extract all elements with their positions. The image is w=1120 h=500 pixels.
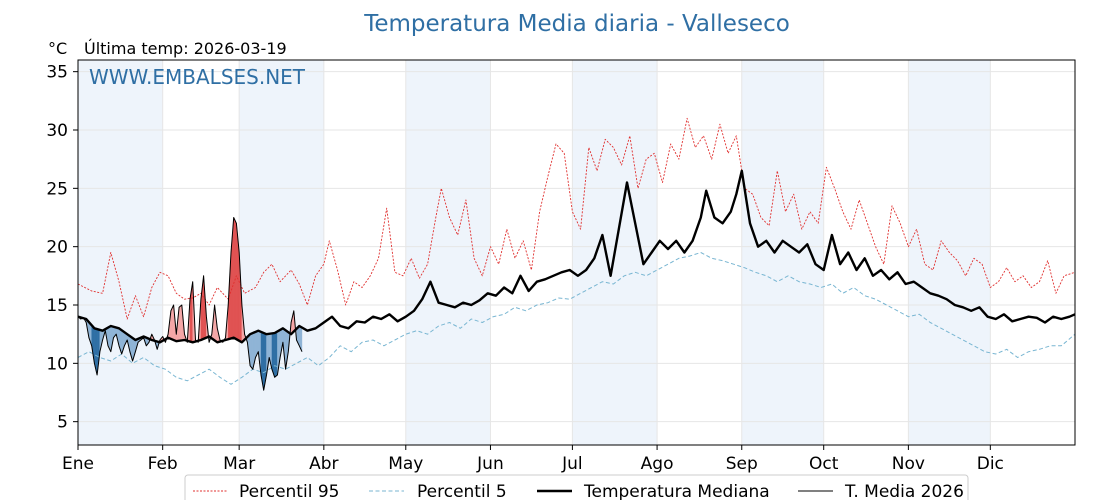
month-band-mar <box>239 60 324 445</box>
x-tick-label-ago: Ago <box>641 454 674 474</box>
x-tick-label-abr: Abr <box>309 454 338 474</box>
month-band-ene <box>78 60 163 445</box>
y-tick-label-25: 25 <box>46 179 68 199</box>
legend-label-p5: Percentil 5 <box>417 482 507 500</box>
plot-frame <box>77 59 1076 446</box>
month-band-may <box>405 60 491 445</box>
y-axis-ticks: 5 10 15 20 25 30 35 <box>46 63 78 433</box>
series-line-p5 <box>77 252 1076 385</box>
last-reading-label: Última temp: 2026-03-19 <box>84 39 287 58</box>
chart-title: Temperatura Media diaria - Valleseco <box>363 11 790 37</box>
x-axis-ticks: Ene Feb Mar Abr May Jun Jul Ago Sep Oct Nov Dic <box>62 445 1004 474</box>
y-tick-label-35: 35 <box>46 63 68 83</box>
series-line-current <box>77 217 303 391</box>
x-tick-label-oct: Oct <box>809 454 839 474</box>
legend-label-p95: Percentil 95 <box>239 482 339 500</box>
watermark-text: WWW.EMBALSES.NET <box>89 65 306 89</box>
x-tick-label-mar: Mar <box>223 454 255 474</box>
legend-box <box>184 474 969 500</box>
deviation-fill-day-73 <box>274 331 278 378</box>
month-bands <box>78 60 991 445</box>
legend-label-current: T. Media 2026 <box>844 482 964 500</box>
x-tick-label-nov: Nov <box>892 454 925 474</box>
deviation-fill-day-58 <box>233 217 237 340</box>
series-lines <box>77 117 1076 391</box>
deviation-fill-day-38 <box>178 304 182 342</box>
x-tick-label-ene: Ene <box>62 454 94 474</box>
unit-label: °C <box>48 39 67 58</box>
y-tick-label-5: 5 <box>57 413 68 433</box>
y-tick-label-15: 15 <box>46 296 68 316</box>
deviation-fill-day-64 <box>249 332 254 370</box>
series-line-p95 <box>77 117 1076 320</box>
x-tick-label-sep: Sep <box>726 454 758 474</box>
y-tick-label-20: 20 <box>46 238 68 258</box>
y-tick-label-10: 10 <box>46 354 68 374</box>
x-tick-label-dic: Dic <box>977 454 1004 474</box>
x-tick-label-jul: Jul <box>561 454 583 474</box>
x-tick-label-may: May <box>388 454 423 474</box>
x-tick-label-feb: Feb <box>148 454 178 474</box>
y-tick-label-30: 30 <box>46 121 68 141</box>
x-tick-label-jun: Jun <box>476 454 504 474</box>
legend-label-median: Temperatura Mediana <box>583 482 770 500</box>
legend: Percentil 95 Percentil 5 Temperatura Med… <box>184 474 969 500</box>
